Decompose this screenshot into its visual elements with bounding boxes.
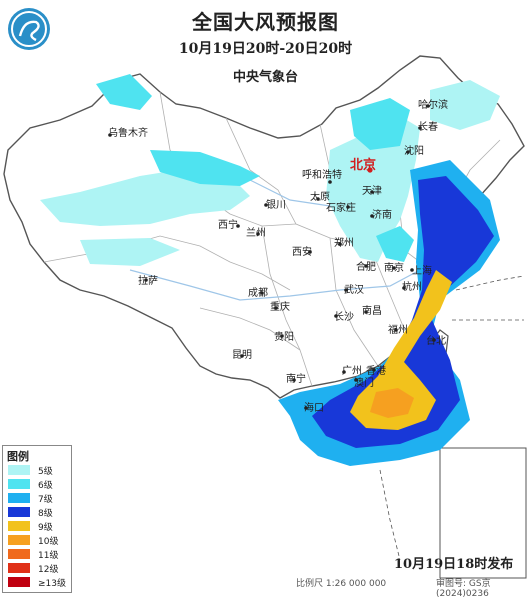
city-label-taipei: 台北 (426, 336, 446, 347)
maritime-lines (379, 275, 525, 561)
city-label-taiyuan: 太原 (310, 192, 330, 203)
legend-swatch (8, 577, 30, 587)
legend-label: 8级 (38, 509, 53, 519)
city-label-macau: 澳门 (354, 378, 374, 389)
wind-zone-5-northeast (430, 80, 500, 130)
city-label-haikou: 海口 (304, 403, 324, 414)
legend-label: 7级 (38, 495, 53, 505)
legend-swatch (8, 535, 30, 545)
city-label-hangzhou: 杭州 (402, 282, 422, 293)
city-label-hongkong: 香港 (366, 366, 386, 377)
city-label-urumqi: 乌鲁木齐 (108, 128, 148, 139)
wind-zone-6-inner (150, 150, 260, 186)
map-scale: 比例尺 1:26 000 000 (296, 579, 387, 589)
city-label-chengdu: 成都 (248, 288, 268, 299)
legend: 图例 5级 6级 7级 8级 9级 10级 11级 12级 ≥13级 (2, 445, 72, 593)
city-label-hohhot: 呼和浩特 (302, 170, 342, 181)
legend-label: 12级 (38, 565, 59, 575)
legend-label: 11级 (38, 551, 59, 561)
legend-label: 5级 (38, 467, 53, 477)
city-dots (108, 104, 436, 410)
wind-zone-6-north (96, 74, 152, 110)
cma-logo (8, 8, 50, 50)
wind-zones (40, 74, 500, 466)
wind-zone-6-east-coast (376, 226, 414, 262)
city-label-beijing: 北京 (350, 158, 377, 173)
wind-zone-6-bohai (350, 98, 410, 150)
city-label-changchun: 长春 (418, 122, 438, 133)
agency-name: 中央气象台 (232, 70, 298, 85)
city-label-guangzhou: 广州 (342, 366, 362, 377)
city-label-nanjing: 南京 (384, 263, 404, 274)
wind-zone-9-band (350, 270, 452, 430)
city-label-tianjin: 天津 (362, 186, 382, 197)
wind-zone-10-core (370, 388, 414, 418)
city-label-shanghai: 上海 (412, 266, 432, 277)
city-label-kunming: 昆明 (232, 350, 252, 361)
city-label-fuzhou: 福州 (388, 325, 408, 336)
wind-zone-5-sw (80, 238, 180, 266)
city-label-shenyang: 沈阳 (404, 146, 424, 157)
wind-zone-8-sea (312, 176, 494, 448)
legend-swatch (8, 493, 30, 503)
issue-time: 10月19日18时发布 (394, 557, 514, 572)
legend-title: 图例 (7, 450, 29, 463)
legend-label: 10级 (38, 537, 59, 547)
wind-zone-5-east (326, 116, 420, 262)
legend-swatch (8, 479, 30, 489)
legend-swatch (8, 549, 30, 559)
city-label-zhengzhou: 郑州 (334, 238, 354, 249)
city-label-guiyang: 贵阳 (274, 332, 294, 343)
legend-label: 9级 (38, 523, 53, 533)
city-label-shijiazhuang: 石家庄 (326, 203, 356, 214)
city-label-chongqing: 重庆 (270, 302, 290, 313)
forecast-period: 10月19日20时-20日20时 (178, 41, 353, 57)
city-label-lhasa: 拉萨 (138, 276, 158, 287)
city-label-harbin: 哈尔滨 (418, 100, 448, 111)
city-label-wuhan: 武汉 (344, 285, 364, 296)
legend-label: ≥13级 (38, 579, 66, 589)
city-label-changsha: 长沙 (334, 312, 354, 323)
city-label-nanchang: 南昌 (362, 306, 382, 317)
legend-label: 6级 (38, 481, 53, 491)
legend-swatch (8, 521, 30, 531)
city-label-xining: 西宁 (218, 220, 238, 231)
city-label-hefei: 合肥 (356, 262, 376, 273)
legend-swatch (8, 465, 30, 475)
city-label-xian: 西安 (292, 247, 312, 258)
review-number: 审图号: GS京(2024)0236 (436, 579, 491, 599)
south-china-sea-inset (439, 447, 527, 579)
legend-swatch (8, 563, 30, 573)
map-title: 全国大风预报图 (192, 10, 339, 34)
city-label-nanning: 南宁 (286, 374, 306, 385)
legend-swatch (8, 507, 30, 517)
city-label-yinchuan: 银川 (266, 200, 286, 211)
city-label-lanzhou: 兰州 (246, 228, 266, 239)
city-label-jinan: 济南 (372, 210, 392, 221)
